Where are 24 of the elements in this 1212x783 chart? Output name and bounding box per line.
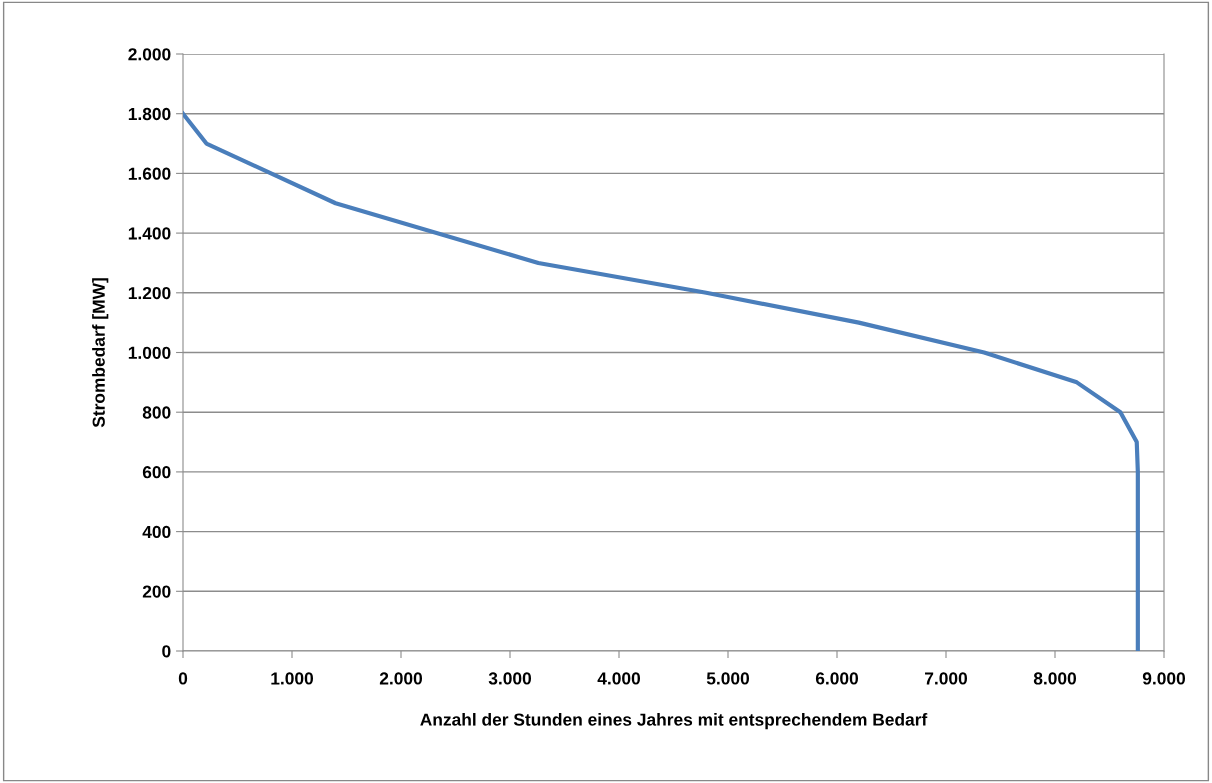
y-tick-label: 0 (162, 645, 171, 658)
x-tick-label: 8.000 (1033, 672, 1077, 685)
y-tick-label: 1.000 (128, 346, 171, 359)
x-tick-label: 5.000 (706, 672, 750, 685)
x-tick-label: 7.000 (925, 672, 968, 685)
y-tick-label: 1.600 (128, 167, 171, 180)
y-axis-title: Strombedarf [MW] (92, 278, 109, 428)
y-tick-label: 800 (142, 406, 171, 419)
x-tick-label: 0 (178, 672, 188, 685)
y-tick-label: 1.400 (128, 227, 171, 240)
x-tick-label: 2.000 (379, 672, 423, 685)
x-tick-label: 3.000 (488, 672, 532, 685)
x-tick-label: 4.000 (597, 672, 641, 685)
y-tick-label: 1.800 (128, 107, 171, 121)
line-series (183, 111, 1140, 651)
x-tick-label: 9.000 (1142, 672, 1186, 685)
y-tick-label: 200 (142, 585, 171, 598)
y-tick-label: 1.200 (128, 286, 171, 300)
x-tick-label: 1.000 (271, 672, 314, 685)
y-tick-label: 400 (142, 525, 171, 539)
x-axis-title: Anzahl der Stunden eines Jahres mit entsprechendem Bedarf (420, 713, 928, 730)
y-tick-label: 2.000 (128, 48, 171, 61)
x-tick-label: 6.000 (815, 672, 859, 685)
y-tick-label: 600 (142, 466, 171, 479)
